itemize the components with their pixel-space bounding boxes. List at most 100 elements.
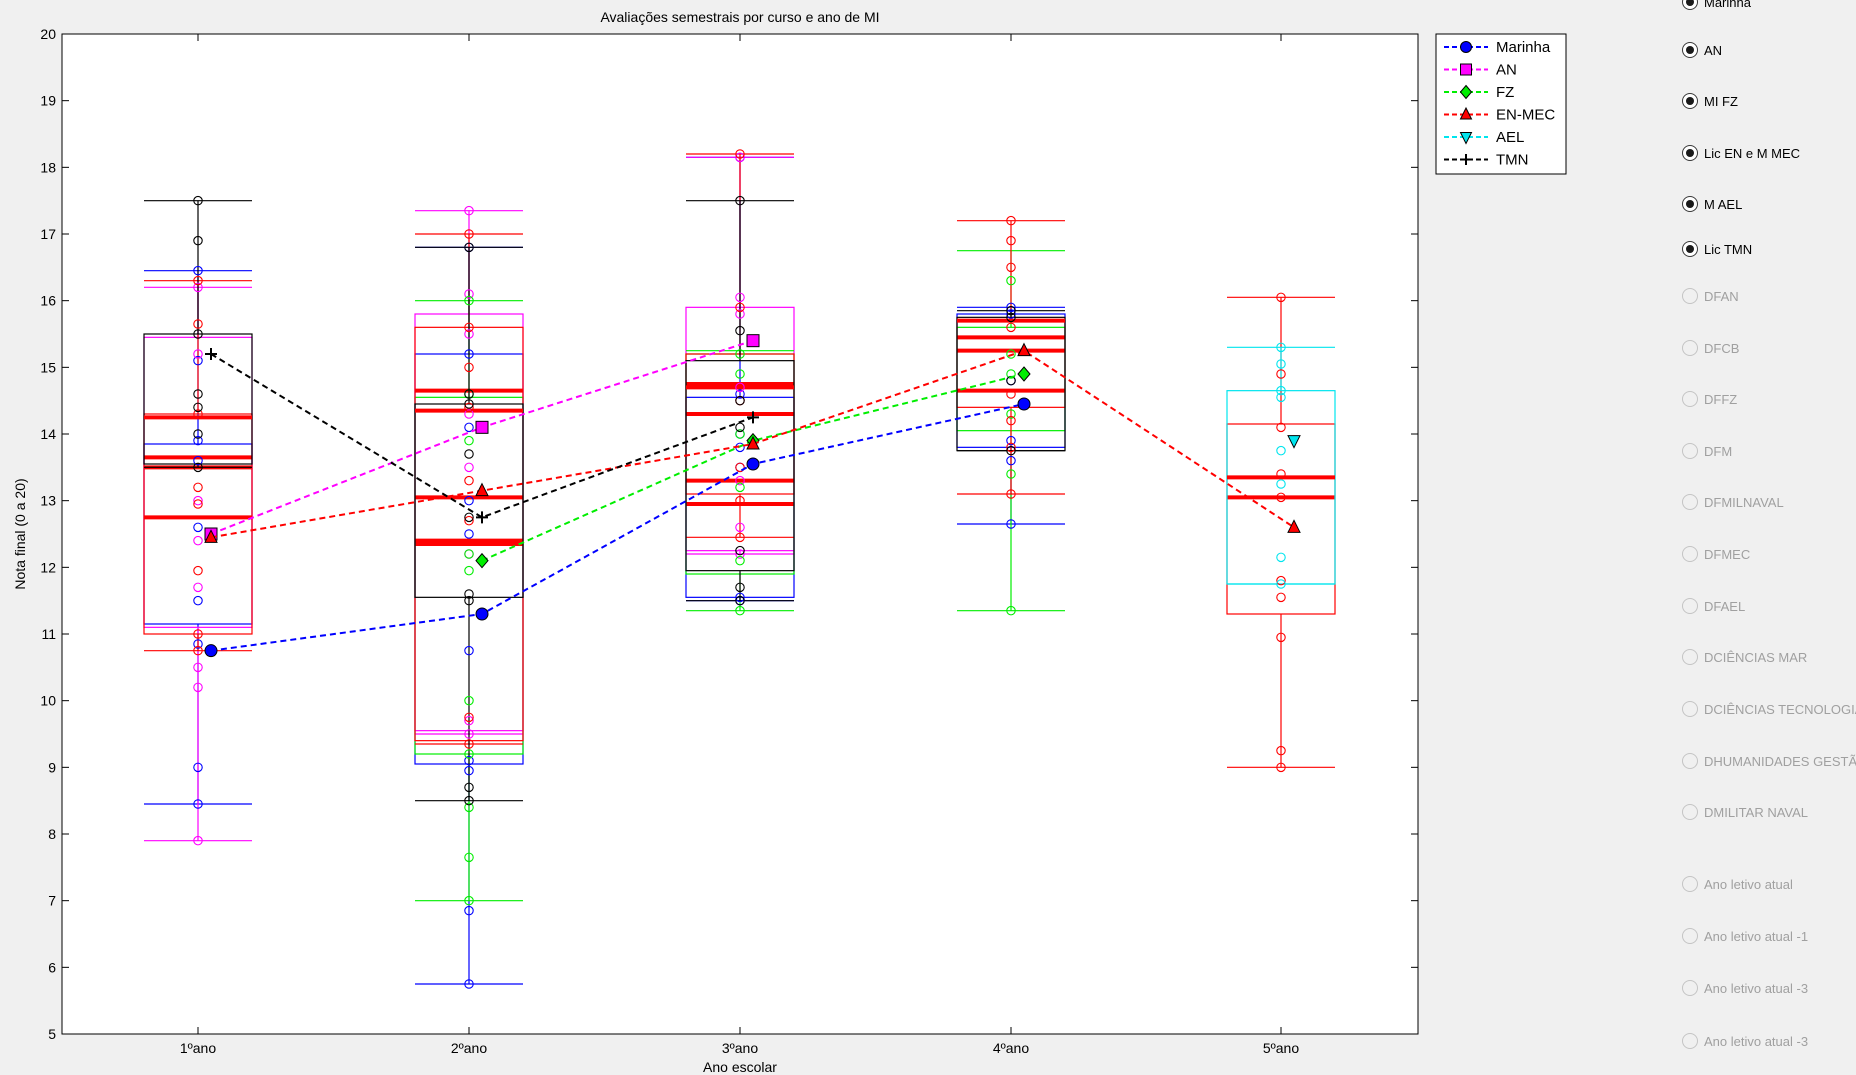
data-point (1006, 312, 1016, 323)
radio-option[interactable]: DFM (1682, 441, 1732, 461)
data-point (193, 389, 203, 399)
data-point (1006, 235, 1016, 246)
radio-button-icon[interactable] (1682, 804, 1698, 820)
radio-button-icon[interactable] (1682, 876, 1698, 892)
radio-option[interactable]: DFFZ (1682, 389, 1737, 409)
radio-button-icon[interactable] (1682, 701, 1698, 717)
data-point (735, 382, 745, 393)
data-point (1006, 322, 1016, 333)
data-point (193, 522, 203, 533)
radio-button-icon[interactable] (1682, 494, 1698, 510)
radio-option[interactable]: DFCB (1682, 338, 1739, 358)
radio-button-icon[interactable] (1682, 0, 1698, 10)
radio-button-icon[interactable] (1682, 546, 1698, 562)
chart-title: Avaliações semestrais por curso e ano de… (600, 9, 879, 25)
mean-line (210, 353, 754, 519)
mean-marker (746, 334, 760, 348)
data-point (1276, 392, 1286, 403)
radio-button-icon[interactable] (1682, 649, 1698, 665)
radio-option-label: DFAN (1704, 288, 1739, 304)
data-point (735, 152, 745, 163)
data-point (464, 905, 474, 916)
data-point (193, 582, 203, 593)
data-point (1006, 519, 1016, 529)
data-point (464, 565, 474, 576)
radio-option[interactable]: DFAN (1682, 286, 1739, 306)
y-tick-label: 16 (40, 293, 56, 309)
data-point (193, 629, 203, 639)
data-point (464, 729, 474, 739)
x-tick-label: 4ºano (993, 1040, 1029, 1056)
data-point (735, 309, 745, 319)
data-point (1276, 552, 1286, 563)
radio-option[interactable]: DHUMANIDADES GESTÃO (1682, 751, 1856, 771)
data-point (464, 549, 474, 559)
data-point (193, 662, 203, 673)
radio-button-icon[interactable] (1682, 598, 1698, 614)
mean-marker (1459, 106, 1473, 120)
radio-option-label: Ano letivo atual -1 (1704, 928, 1809, 944)
data-point (193, 495, 203, 506)
radio-option-label: DFAEL (1704, 598, 1746, 614)
data-point (735, 482, 745, 493)
mean-marker (1287, 435, 1301, 449)
radio-button-icon[interactable] (1682, 443, 1698, 459)
radio-option[interactable]: DCIÊNCIAS TECNOLOGIA (1682, 699, 1856, 719)
data-point (193, 409, 203, 419)
radio-button-icon[interactable] (1682, 288, 1698, 304)
radio-option[interactable]: DCIÊNCIAS MAR (1682, 647, 1807, 667)
radio-option[interactable]: Marinha (1682, 0, 1751, 12)
radio-button-icon[interactable] (1682, 42, 1698, 58)
data-point (464, 449, 474, 459)
radio-option[interactable]: Ano letivo atual -3 (1682, 1031, 1808, 1051)
data-point (1276, 385, 1286, 396)
radio-option[interactable]: DMILITAR NAVAL (1682, 802, 1808, 822)
radio-button-icon[interactable] (1682, 928, 1698, 944)
mean-marker (1017, 342, 1031, 357)
data-point (1006, 305, 1016, 316)
data-point (1006, 302, 1016, 313)
radio-option[interactable]: Lic TMN (1682, 239, 1752, 259)
radio-option[interactable]: DFAEL (1682, 596, 1745, 616)
radio-button-icon[interactable] (1682, 391, 1698, 407)
radio-button-icon[interactable] (1682, 145, 1698, 161)
radio-button-icon[interactable] (1682, 753, 1698, 769)
radio-button-icon[interactable] (1682, 1033, 1698, 1049)
radio-button-icon[interactable] (1682, 93, 1698, 109)
data-point (1276, 422, 1286, 433)
data-point (193, 429, 203, 439)
radio-option[interactable]: Ano letivo atual -3 (1682, 978, 1808, 998)
radio-button-icon[interactable] (1682, 196, 1698, 212)
data-point (1006, 442, 1016, 453)
radio-option[interactable]: DFMILNAVAL (1682, 492, 1784, 512)
radio-option[interactable]: MI FZ (1682, 91, 1738, 111)
y-tick-label: 11 (41, 626, 56, 642)
radio-option[interactable]: DFMEC (1682, 544, 1750, 564)
y-axis-label: Nota final (0 a 20) (12, 478, 28, 589)
data-point (193, 762, 203, 773)
data-point (1006, 435, 1016, 446)
data-point (1006, 409, 1016, 419)
radio-option[interactable]: M AEL (1682, 194, 1742, 214)
radio-button-icon[interactable] (1682, 980, 1698, 996)
radio-option-label: Lic TMN (1704, 241, 1753, 257)
mean-marker (1460, 154, 1472, 165)
x-tick-label: 2ºano (451, 1040, 487, 1056)
legend-label: FZ (1496, 84, 1514, 101)
radio-option-label: Marinha (1704, 0, 1751, 10)
data-point (1276, 342, 1286, 353)
data-point (464, 715, 474, 726)
radio-option[interactable]: AN (1682, 40, 1722, 60)
radio-option[interactable]: Ano letivo atual -1 (1682, 926, 1808, 946)
mean-line (210, 349, 1295, 539)
data-point (464, 205, 474, 216)
data-point (193, 462, 203, 473)
radio-button-icon[interactable] (1682, 340, 1698, 356)
radio-option[interactable]: Lic EN e M MEC (1682, 143, 1800, 163)
mean-marker (475, 482, 489, 497)
radio-option[interactable]: Ano letivo atual (1682, 874, 1793, 894)
radio-button-icon[interactable] (1682, 241, 1698, 257)
data-point (1006, 262, 1016, 273)
data-point (464, 765, 474, 776)
data-point (464, 495, 474, 506)
